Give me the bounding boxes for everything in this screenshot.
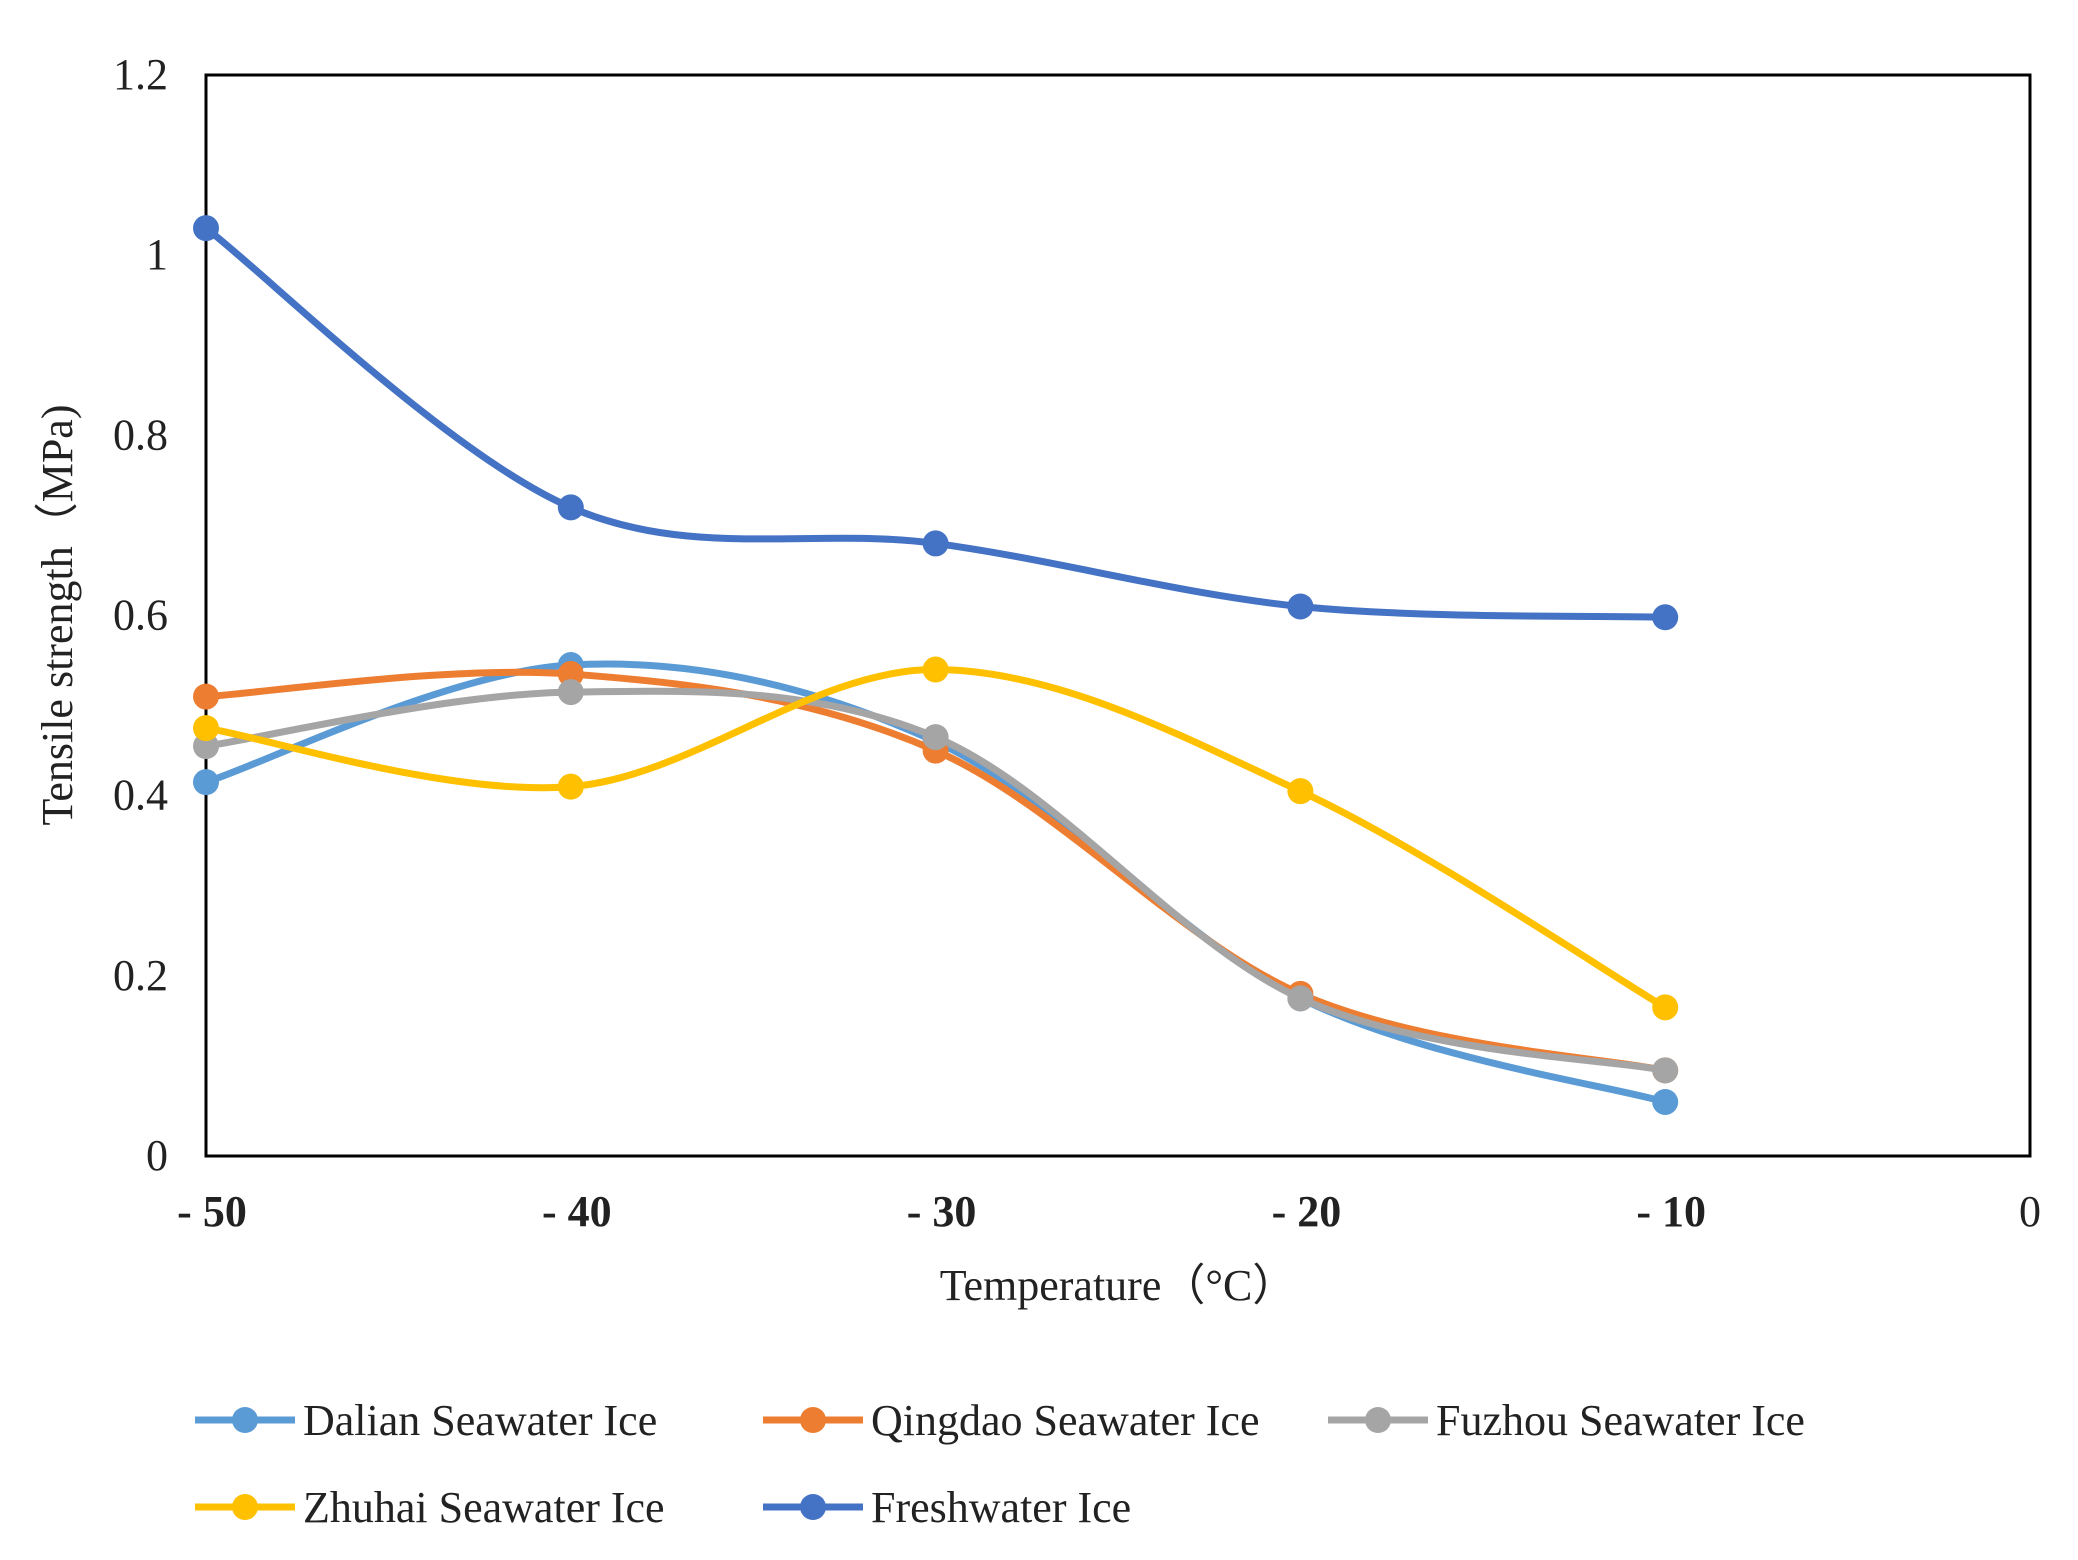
data-point	[1287, 778, 1314, 805]
y-tick-label: 0	[146, 1131, 168, 1180]
data-point	[1287, 985, 1314, 1012]
legend-label: Qingdao Seawater Ice	[871, 1396, 1259, 1445]
x-tick-label: - 40	[542, 1187, 612, 1236]
legend-item: Fuzhou Seawater Ice	[1328, 1396, 1805, 1445]
data-point	[1652, 1057, 1679, 1084]
data-point	[922, 530, 949, 557]
y-tick-label: 0.6	[113, 591, 168, 640]
legend-label: Fuzhou Seawater Ice	[1436, 1396, 1805, 1445]
data-point	[193, 683, 219, 710]
data-point	[557, 773, 584, 800]
series-zhuhai-seawater-ice	[193, 656, 1679, 1021]
data-point	[193, 733, 219, 760]
x-tick-label: - 20	[1272, 1187, 1342, 1236]
legend-swatch-marker	[1365, 1407, 1391, 1433]
legend-swatch-marker	[232, 1407, 258, 1433]
series-fuzhou-seawater-ice	[193, 679, 1679, 1084]
x-tick-label: - 50	[177, 1187, 247, 1236]
legend-swatch-marker	[800, 1494, 826, 1520]
plot-area-frame	[204, 73, 2032, 1158]
series-line	[202, 224, 1669, 621]
legend-item: Zhuhai Seawater Ice	[195, 1483, 665, 1532]
legend-item: Dalian Seawater Ice	[195, 1396, 657, 1445]
legend-item: Qingdao Seawater Ice	[763, 1396, 1259, 1445]
x-axis-title: Temperature（°C）	[940, 1261, 1297, 1310]
y-tick-label: 0.8	[113, 410, 168, 459]
series-line	[202, 666, 1669, 1011]
data-point	[557, 494, 584, 521]
y-tick-label: 0.4	[113, 771, 168, 820]
data-point	[1652, 604, 1679, 631]
x-tick-label: - 10	[1636, 1187, 1706, 1236]
legend-label: Dalian Seawater Ice	[303, 1396, 657, 1445]
data-point	[922, 656, 949, 683]
data-point	[1287, 593, 1314, 620]
data-point	[193, 715, 219, 742]
data-point	[1652, 994, 1679, 1021]
x-tick-label: 0	[2019, 1187, 2041, 1236]
legend-label: Zhuhai Seawater Ice	[303, 1483, 665, 1532]
y-tick-label: 1.2	[113, 50, 168, 99]
data-point	[1652, 1088, 1679, 1115]
y-tick-label: 0.2	[113, 951, 168, 1000]
data-point	[557, 679, 584, 706]
y-tick-label: 1	[146, 230, 168, 279]
data-point	[193, 215, 219, 242]
data-point	[193, 769, 219, 796]
legend: Dalian Seawater Ice Qingdao Seawater Ice F…	[195, 1396, 1805, 1532]
legend-swatch-marker	[800, 1407, 826, 1433]
series-freshwater-ice	[193, 215, 1679, 631]
x-tick-label: - 30	[907, 1187, 977, 1236]
y-axis-title: Tensile strength（MPa)	[33, 405, 82, 826]
legend-swatch-marker	[232, 1494, 258, 1520]
legend-label: Freshwater Ice	[871, 1483, 1131, 1532]
legend-item: Freshwater Ice	[763, 1483, 1131, 1532]
data-point	[557, 661, 584, 688]
data-point	[922, 724, 949, 751]
